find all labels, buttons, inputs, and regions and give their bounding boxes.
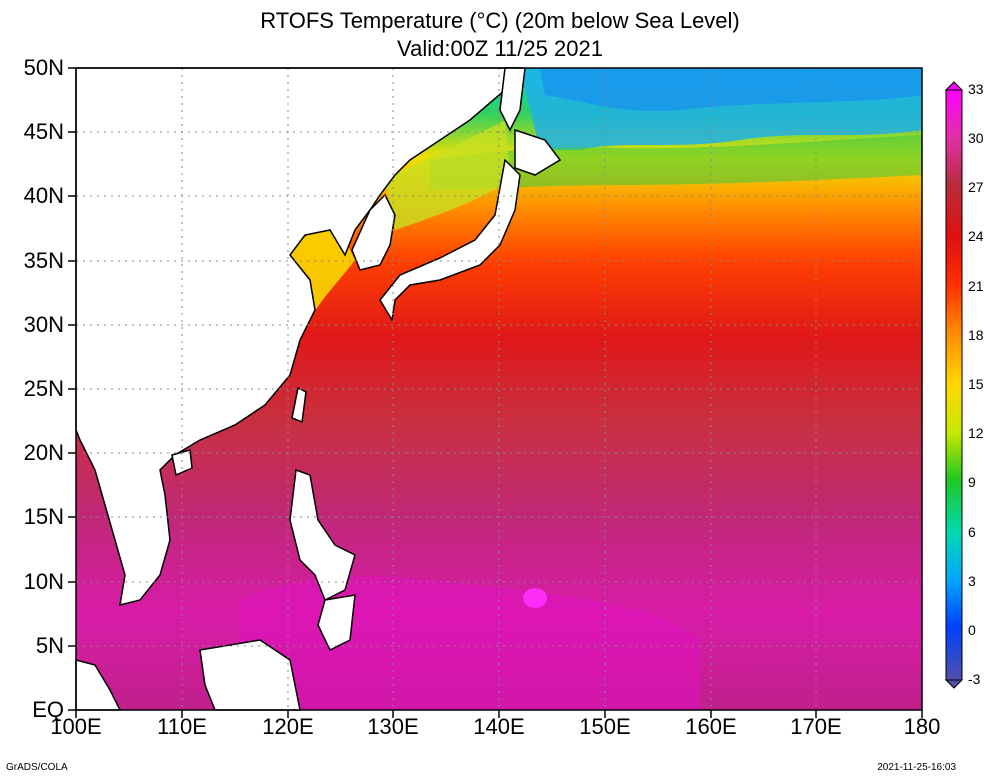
lon-label: 180 bbox=[903, 714, 941, 739]
colorbar-label: 3 bbox=[968, 573, 976, 589]
lat-label: 15N bbox=[23, 504, 64, 529]
map-title: RTOFS Temperature (°C) (20m below Sea Le… bbox=[260, 8, 740, 33]
timestamp: 2021-11-25-16:03 bbox=[877, 762, 956, 773]
colorbar-label: 27 bbox=[968, 179, 984, 195]
colorbar-label: 9 bbox=[968, 474, 976, 490]
lon-label: 110E bbox=[157, 714, 207, 739]
lon-label: 120E bbox=[262, 714, 314, 739]
lon-label: 140E bbox=[473, 714, 525, 739]
lon-label: 150E bbox=[579, 714, 631, 739]
colorbar-label: 18 bbox=[968, 327, 984, 343]
lon-label: 130E bbox=[367, 714, 419, 739]
lon-label: 160E bbox=[685, 714, 737, 739]
lat-label: 5N bbox=[35, 633, 64, 658]
credit-grads: GrADS/COLA bbox=[6, 762, 68, 773]
lat-label: 20N bbox=[23, 440, 64, 465]
lat-label: 40N bbox=[23, 183, 64, 208]
colorbar-label: 0 bbox=[968, 622, 976, 638]
map-valid-time: Valid:00Z 11/25 2021 bbox=[397, 36, 603, 61]
land-masses bbox=[75, 67, 562, 711]
lat-label: 50N bbox=[23, 55, 64, 80]
colorbar bbox=[944, 81, 964, 689]
lon-label: 100E bbox=[50, 714, 102, 739]
colorbar-label: -3 bbox=[968, 671, 981, 687]
lat-label: 45N bbox=[23, 119, 64, 144]
grid-lines bbox=[76, 68, 922, 710]
colorbar-label: 15 bbox=[968, 376, 984, 392]
colorbar-label: 33 bbox=[968, 81, 984, 97]
lat-label: 10N bbox=[23, 569, 64, 594]
colorbar-label: 30 bbox=[968, 130, 984, 146]
colorbar-label: 6 bbox=[968, 524, 976, 540]
colorbar-label: 24 bbox=[968, 228, 984, 244]
colorbar-label: 21 bbox=[968, 278, 984, 294]
lat-label: 30N bbox=[23, 312, 64, 337]
lat-label: 25N bbox=[23, 376, 64, 401]
lat-label: 35N bbox=[23, 248, 64, 273]
axis-ticks bbox=[68, 67, 923, 718]
lon-label: 170E bbox=[790, 714, 842, 739]
colorbar-label: 12 bbox=[968, 425, 984, 441]
lat-label: EQ bbox=[32, 697, 64, 722]
